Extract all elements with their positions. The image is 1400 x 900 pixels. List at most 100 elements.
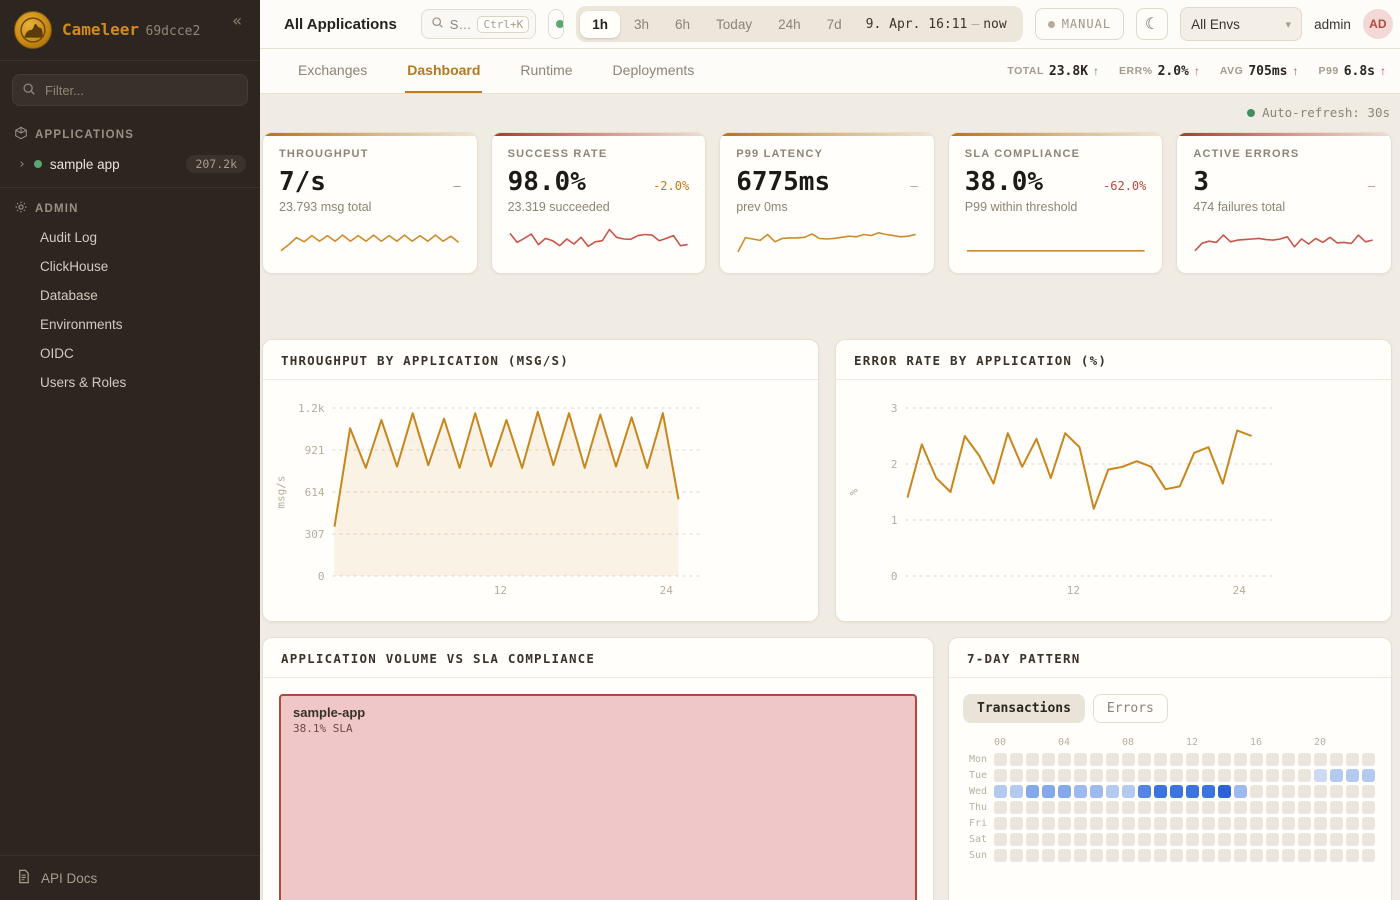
heatmap-cell	[1106, 769, 1119, 782]
tab-dashboard[interactable]: Dashboard	[405, 49, 483, 93]
stat-label: TOTAL	[1007, 65, 1044, 77]
page-title: All Applications	[284, 15, 397, 33]
time-display[interactable]: 9. Apr. 16:11– now	[865, 16, 1007, 32]
heatmap-hour-label	[1202, 737, 1215, 750]
heatmap-cell	[1090, 849, 1103, 862]
heatmap-cell	[1362, 785, 1375, 798]
svg-text:614: 614	[305, 486, 325, 499]
heatmap-cell	[1266, 833, 1279, 846]
kpi-label: SUCCESS RATE	[507, 148, 608, 160]
online-dot-icon	[556, 20, 564, 28]
toggle-transactions[interactable]: Transactions	[963, 694, 1085, 723]
heatmap-cell	[1026, 801, 1039, 814]
heatmap-cell	[1362, 833, 1375, 846]
heatmap-cell	[1250, 785, 1263, 798]
heatmap-cell	[1106, 849, 1119, 862]
sidebar-item-database[interactable]: Database	[40, 288, 98, 303]
heatmap-cell	[1202, 801, 1215, 814]
heatmap-cell	[1122, 849, 1135, 862]
theme-toggle-button[interactable]: ☾	[1136, 8, 1169, 40]
api-docs-link[interactable]: API Docs	[0, 855, 260, 900]
heatmap-cell	[1042, 769, 1055, 782]
dashboard-content: Auto-refresh: 30s THROUGHPUT 7/s – 23.793 m…	[260, 94, 1400, 900]
time-range-24h[interactable]: 24h	[766, 11, 813, 38]
heatmap-cell	[1074, 817, 1087, 830]
sidebar-item-users-roles[interactable]: Users & Roles	[40, 375, 127, 390]
heatmap-hour-label	[1154, 737, 1167, 750]
sidebar: Cameleer 69dcce2 « APPLICATIONS › sample…	[0, 0, 260, 900]
heatmap-hour-label	[1298, 737, 1311, 750]
tab-deployments[interactable]: Deployments	[611, 49, 697, 93]
status-chip[interactable]: O	[548, 9, 565, 39]
heatmap-cell	[1170, 833, 1183, 846]
kpi-delta: –	[910, 179, 918, 193]
svg-text:0: 0	[891, 570, 898, 583]
topbar-right: MANUAL ☾ All Envs ▾ admin AD	[1034, 7, 1393, 41]
svg-text:12: 12	[1067, 584, 1080, 597]
collapse-sidebar-button[interactable]: «	[226, 10, 248, 31]
sidebar-item-audit-log[interactable]: Audit Log	[40, 230, 98, 245]
time-range-1h[interactable]: 1h	[580, 10, 620, 38]
heatmap-cell	[1250, 849, 1263, 862]
heatmap-day-label: Mon	[968, 754, 987, 765]
trend-arrow-icon: ↑	[1093, 64, 1100, 78]
time-range-3h[interactable]: 3h	[622, 11, 661, 38]
heatmap-cell	[1122, 769, 1135, 782]
heatmap-cell	[1234, 801, 1247, 814]
heatmap-cell	[1154, 833, 1167, 846]
sidebar-item-sample-app[interactable]: › sample app 207.2k	[0, 149, 260, 179]
heatmap-cell	[1106, 753, 1119, 766]
time-range-7d[interactable]: 7d	[815, 11, 854, 38]
sidebar-item-environments[interactable]: Environments	[40, 317, 123, 332]
heatmap-cell	[1330, 849, 1343, 862]
heatmap-day-label: Thu	[968, 802, 987, 813]
heatmap-cell	[1362, 753, 1375, 766]
time-range-today[interactable]: Today	[704, 11, 764, 38]
heatmap-cell	[1058, 849, 1071, 862]
heatmap-cell	[1170, 753, 1183, 766]
heatmap-hour-label	[1170, 737, 1183, 750]
manual-refresh-button[interactable]: MANUAL	[1034, 8, 1125, 40]
heatmap-hour-label	[1330, 737, 1343, 750]
filter-input[interactable]	[12, 74, 248, 106]
env-select[interactable]: All Envs ▾	[1180, 7, 1303, 41]
kpi-subtext: 23.319 succeeded	[507, 200, 610, 214]
avatar[interactable]: AD	[1362, 9, 1393, 39]
toggle-errors[interactable]: Errors	[1092, 694, 1168, 723]
heatmap-cell	[1362, 801, 1375, 814]
sidebar-item-oidc[interactable]: OIDC	[40, 346, 74, 361]
heatmap-grid: 00 04 08 12 16 20 Mon Tue Wed Thu Fri Sat Sun	[963, 737, 1377, 862]
heatmap-hour-label: 12	[1186, 737, 1199, 748]
heatmap-cell	[1154, 817, 1167, 830]
heatmap-cell	[1202, 849, 1215, 862]
stat-label: AVG	[1219, 65, 1244, 77]
heatmap-cell	[1138, 785, 1151, 798]
kpi-label: SLA COMPLIANCE	[964, 148, 1081, 160]
heatmap-cell	[1058, 769, 1071, 782]
brand: Cameleer 69dcce2	[0, 0, 260, 60]
heatmap-cell	[1074, 769, 1087, 782]
applications-section-header: APPLICATIONS	[0, 114, 260, 149]
heatmap-day-label: Tue	[968, 770, 987, 781]
heatmap-cell	[994, 849, 1007, 862]
treemap-node-sample-app[interactable]: sample-app 38.1% SLA	[279, 694, 917, 900]
search-input[interactable]: S… Ctrl+K	[420, 9, 537, 39]
kpi-value: 6775ms	[736, 167, 831, 197]
panel-title: 7-DAY PATTERN	[949, 638, 1391, 678]
tab-exchanges[interactable]: Exchanges	[296, 49, 369, 93]
error-rate-line-chart: 3 2 1 0 12 24%	[848, 402, 1276, 597]
heatmap-cell	[1010, 801, 1023, 814]
time-range-6h[interactable]: 6h	[663, 11, 702, 38]
heatmap-cell	[1074, 833, 1087, 846]
chevron-right-icon[interactable]: ›	[18, 156, 26, 172]
sidebar-item-clickhouse[interactable]: ClickHouse	[40, 259, 109, 274]
tab-runtime[interactable]: Runtime	[518, 49, 574, 93]
heatmap-cell	[1282, 769, 1295, 782]
heatmap-cell	[1010, 753, 1023, 766]
heatmap-cell	[1026, 769, 1039, 782]
heatmap-hour-label	[1234, 737, 1247, 750]
heatmap-hour-label	[1346, 737, 1359, 750]
heatmap-cell	[1026, 753, 1039, 766]
stat-value: 6.8s	[1343, 63, 1375, 79]
svg-text:12: 12	[494, 584, 507, 597]
